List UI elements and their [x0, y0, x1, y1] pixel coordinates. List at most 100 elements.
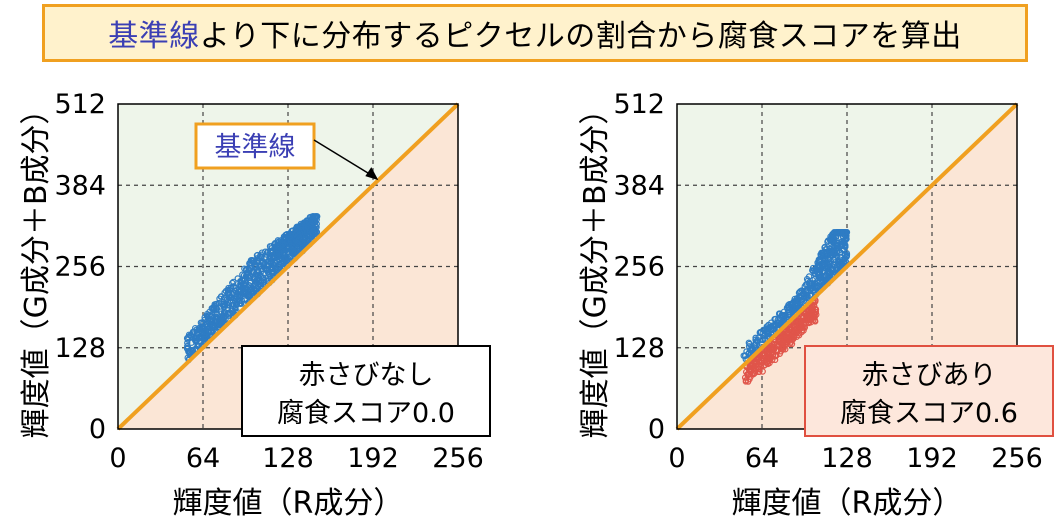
data-point — [195, 333, 202, 341]
data-point — [815, 273, 822, 281]
data-point — [289, 243, 296, 250]
x-tick-label: 64 — [745, 443, 779, 474]
reference-line-pointer — [313, 139, 377, 179]
data-point — [815, 257, 822, 265]
data-point — [184, 342, 191, 350]
data-point — [744, 371, 751, 378]
data-point — [229, 279, 236, 287]
data-point — [841, 251, 848, 258]
data-point — [298, 239, 306, 247]
x-tick-label: 64 — [186, 443, 220, 474]
data-point — [189, 347, 196, 355]
data-point — [751, 369, 759, 377]
y-axis-label: 輝度値（G成分＋B成分） — [19, 95, 54, 439]
data-point — [271, 262, 279, 269]
data-point — [783, 335, 790, 343]
data-point — [226, 293, 233, 301]
data-point — [789, 335, 797, 343]
data-point — [798, 318, 806, 326]
data-point — [763, 330, 771, 337]
data-point — [261, 248, 269, 255]
data-point — [841, 243, 848, 250]
data-point — [206, 316, 214, 324]
data-point — [243, 287, 250, 294]
data-point — [215, 299, 223, 307]
data-point — [772, 351, 779, 359]
y-axis-label: 輝度値（G成分＋B成分） — [578, 95, 613, 439]
data-point — [300, 219, 308, 226]
y-tick-label: 384 — [613, 170, 665, 201]
data-point — [798, 328, 805, 336]
data-point — [781, 327, 789, 335]
data-point — [836, 261, 843, 268]
data-point — [222, 302, 229, 309]
data-point — [834, 241, 842, 249]
data-point — [783, 304, 791, 311]
reference-line — [675, 102, 1019, 431]
data-point — [244, 273, 252, 280]
plot-2: 0 64 128 192 256 0 128 256 384 512 輝度値（R成分） 輝度値（G成分… — [578, 89, 1054, 519]
x-tick-label: 256 — [432, 443, 484, 474]
x-tick-label: 192 — [347, 443, 399, 474]
y-tick-label: 256 — [613, 252, 665, 283]
data-point — [794, 329, 801, 336]
data-point — [840, 240, 848, 247]
data-point — [243, 270, 251, 277]
data-point — [224, 302, 231, 309]
y-tick-label: 128 — [54, 333, 106, 364]
data-point — [302, 233, 310, 241]
banner-text: より下に分布するピクセルの割合から腐食スコアを算出 — [199, 19, 962, 54]
data-point — [276, 250, 283, 257]
data-point — [287, 237, 295, 245]
data-point — [205, 327, 213, 334]
data-point — [744, 378, 752, 385]
data-point — [243, 266, 250, 274]
data-point — [811, 305, 819, 313]
data-point — [821, 260, 828, 267]
data-point — [237, 283, 244, 290]
data-point — [212, 307, 220, 314]
data-point — [810, 268, 817, 275]
data-point — [755, 334, 762, 341]
data-point — [222, 312, 229, 320]
data-point — [232, 288, 239, 295]
x-tick-label: 192 — [906, 443, 958, 474]
data-point — [264, 269, 272, 276]
data-point — [803, 280, 811, 288]
data-point — [214, 315, 221, 322]
data-point — [776, 342, 783, 349]
x-axis-label: 輝度値（R成分） — [732, 486, 963, 519]
data-point — [246, 292, 254, 299]
data-point — [220, 308, 228, 316]
corrosion-score-label: 腐食スコア0.0 — [277, 398, 455, 429]
data-point — [260, 276, 268, 284]
data-point — [763, 356, 770, 364]
data-point — [311, 217, 319, 225]
data-point — [251, 261, 258, 268]
data-point — [308, 217, 315, 225]
data-point — [840, 229, 848, 236]
data-point — [216, 295, 223, 302]
data-point — [306, 227, 314, 234]
reference-line-label-box — [194, 122, 316, 170]
data-point — [756, 366, 763, 373]
reference-line-arrowhead — [365, 167, 379, 181]
data-point — [809, 276, 816, 284]
data-point — [741, 352, 749, 359]
data-point — [760, 326, 767, 334]
x-axis-label: 輝度値（R成分） — [173, 486, 404, 519]
y-tick-label: 0 — [89, 414, 106, 445]
data-point — [227, 297, 234, 305]
x-tick-label: 128 — [262, 443, 314, 474]
data-point — [767, 343, 774, 350]
data-point — [812, 318, 819, 325]
data-point — [232, 305, 239, 312]
data-point — [771, 315, 778, 323]
score-callout-box — [804, 345, 1054, 437]
data-point — [230, 278, 237, 286]
data-point — [780, 308, 788, 315]
data-point — [282, 256, 289, 264]
data-point — [809, 313, 816, 320]
data-point — [195, 324, 203, 332]
